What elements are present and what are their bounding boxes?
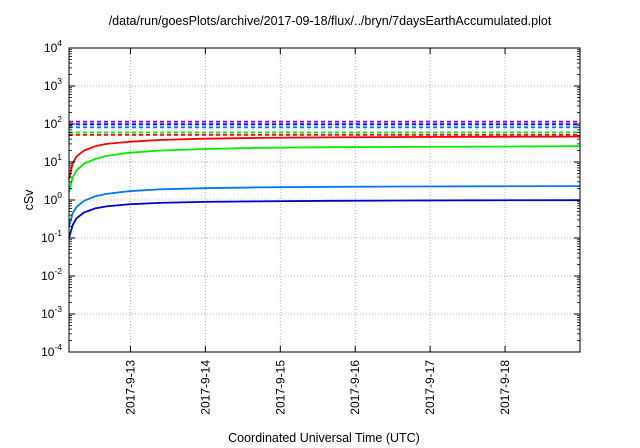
x-axis: 2017-9-13 2017-9-14 2017-9-15 2017-9-16 2017… — [123, 48, 512, 415]
x-tick-label: 2017-9-15 — [273, 360, 287, 415]
y-tick-label: 10-3 — [41, 304, 62, 321]
y-tick-label: 102 — [44, 114, 62, 131]
y-tick-label: 101 — [44, 152, 62, 169]
y-tick-label: 10-2 — [41, 266, 62, 283]
y-tick-label: 103 — [44, 76, 62, 93]
series-line — [68, 135, 581, 180]
series-line — [68, 199, 581, 239]
y-tick-label: 100 — [44, 190, 62, 207]
series-layer — [68, 120, 581, 239]
x-axis-label: Coordinated Universal Time (UTC) — [228, 431, 420, 445]
chart-title: /data/run/goesPlots/archive/2017-09-18/f… — [109, 14, 552, 28]
x-tick-label: 2017-9-17 — [423, 360, 437, 415]
series-line — [68, 145, 581, 193]
x-tick-label: 2017-9-14 — [198, 360, 212, 415]
x-tick-label: 2017-9-18 — [498, 360, 512, 415]
x-tick-label: 2017-9-13 — [123, 360, 137, 415]
y-tick-label: 104 — [44, 38, 62, 55]
series-line — [68, 185, 581, 227]
y-axis-label: cSv — [22, 189, 36, 211]
x-tick-label: 2017-9-16 — [348, 360, 362, 415]
y-tick-label: 10-1 — [41, 228, 62, 245]
y-axis: 10-4 10-3 10-2 10-1 100 101 102 103 104 — [41, 38, 580, 359]
y-tick-label: 10-4 — [41, 342, 62, 359]
